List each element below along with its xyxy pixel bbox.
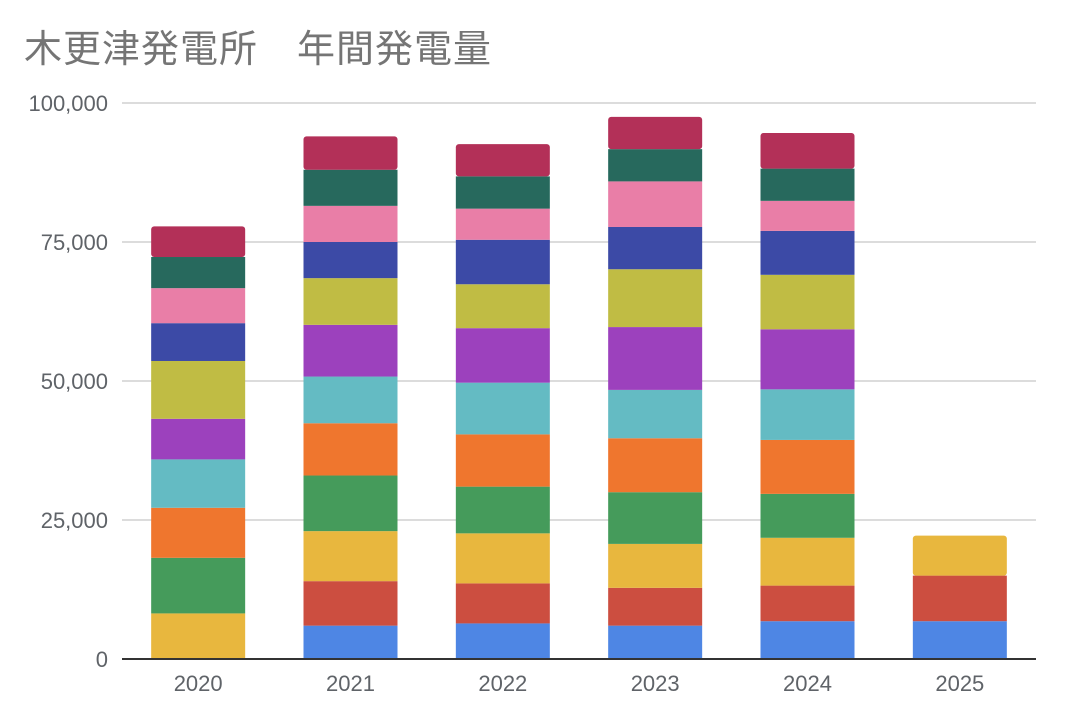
bar-segment (303, 376, 398, 424)
bar-segment (455, 208, 550, 240)
y-tick-label: 25,000 (41, 508, 108, 533)
y-tick-label: 50,000 (41, 369, 108, 394)
bar-segment (151, 459, 246, 508)
bar-segment (760, 133, 855, 169)
bar-segment (760, 439, 855, 494)
bar-segment (151, 360, 246, 419)
bar-segment (455, 382, 550, 435)
bar-segment (608, 389, 703, 439)
bar-segment (455, 533, 550, 584)
x-axis-ticks: 2020 2021 2022 2023 2024 2025 (174, 671, 985, 696)
bar-segment (608, 269, 703, 328)
bar-segment (760, 274, 855, 330)
bar-segment (455, 583, 550, 624)
x-tick-label: 2022 (478, 671, 527, 696)
bar-segment (760, 493, 855, 538)
bar-segment (760, 200, 855, 231)
bar-segment (151, 418, 246, 460)
bar-segment (608, 543, 703, 588)
bar-segment (151, 323, 246, 361)
x-tick-label: 2023 (631, 671, 680, 696)
gridlines (122, 102, 1036, 521)
bar-segment (760, 585, 855, 622)
bar-segment (760, 329, 855, 390)
bar-segment (303, 278, 398, 325)
y-tick-label: 0 (96, 647, 108, 672)
bar-segment (303, 423, 398, 476)
bar-segment (760, 389, 855, 440)
bar-stack-2022 (455, 144, 550, 659)
bar-stack-2020 (151, 226, 246, 659)
bar-segment (303, 169, 398, 206)
bar-segment (608, 226, 703, 270)
bar-segment (151, 288, 246, 324)
y-tick-label: 75,000 (41, 230, 108, 255)
bar-segment (151, 507, 246, 558)
bar-segment (303, 531, 398, 582)
bar-segment (303, 581, 398, 626)
bar-stack-2024 (760, 133, 855, 659)
bar-segment (455, 239, 550, 285)
chart-title: 木更津発電所 年間発電量 (24, 27, 493, 71)
bar-segment (455, 176, 550, 209)
bar-segment (608, 625, 703, 659)
bar-segment (303, 205, 398, 242)
bar-stack-2023 (608, 116, 703, 659)
bar-segment (455, 486, 550, 534)
bar-segment (151, 257, 246, 289)
bar-segment (912, 621, 1007, 659)
bar-segment (455, 284, 550, 329)
bar-segment (608, 116, 703, 150)
bar-segment (303, 242, 398, 279)
x-tick-label: 2024 (783, 671, 832, 696)
bar-segment (760, 621, 855, 659)
bar-segment (912, 575, 1007, 622)
bar-segment (608, 438, 703, 493)
bar-segment (608, 149, 703, 182)
bar-segment (760, 537, 855, 586)
bar-segment (455, 144, 550, 177)
bar-segment (912, 535, 1007, 576)
bar-segment (455, 623, 550, 659)
bar-segment (760, 168, 855, 201)
bar-segment (455, 434, 550, 487)
bar-segment (608, 587, 703, 626)
bar-segment (608, 327, 703, 390)
bar-segment (303, 625, 398, 659)
bar-segment (303, 475, 398, 532)
y-tick-label: 100,000 (28, 91, 108, 116)
bar-segment (608, 181, 703, 227)
bar-segment (760, 230, 855, 275)
x-tick-label: 2021 (326, 671, 375, 696)
bar-segment (151, 557, 246, 614)
bar-segment (455, 328, 550, 383)
bar-stack-2021 (303, 136, 398, 659)
bar-segment (151, 226, 246, 258)
bar-segment (608, 492, 703, 544)
x-tick-label: 2025 (935, 671, 984, 696)
bar-segment (303, 136, 398, 170)
x-tick-label: 2020 (174, 671, 223, 696)
bar-segment (303, 324, 398, 377)
bar-stack-2025 (912, 535, 1007, 659)
bar-segment (151, 613, 246, 659)
y-axis-ticks: 0 25,000 50,000 75,000 100,000 (28, 91, 108, 672)
bars (151, 116, 1007, 659)
